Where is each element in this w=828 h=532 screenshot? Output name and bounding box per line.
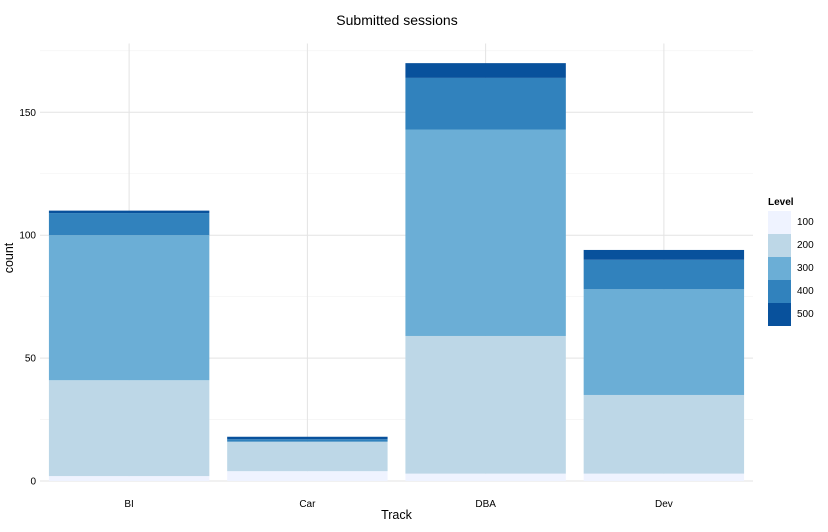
bar-segment-Car-100 <box>227 471 388 481</box>
legend-label: 200 <box>797 240 814 251</box>
legend-label: 400 <box>797 286 814 297</box>
y-tick-label: 100 <box>19 231 36 242</box>
bars <box>48 63 745 481</box>
bar-segment-Dev-500 <box>583 249 745 260</box>
y-tick-label: 0 <box>30 477 36 488</box>
bar-segment-Dev-400 <box>583 259 745 290</box>
bar-segment-DBA-200 <box>405 335 566 474</box>
legend-item-200: 200 <box>768 234 814 257</box>
legend-swatch <box>768 234 791 257</box>
legend-item-100: 100 <box>768 211 814 234</box>
x-tick-label: Car <box>299 499 316 510</box>
legend-label: 100 <box>797 217 814 228</box>
bar-segment-DBA-500 <box>405 63 566 78</box>
legend: Level 100 200 300 400 500 <box>768 197 814 326</box>
bar-segment-Dev-200 <box>583 394 745 474</box>
bar-segment-DBA-300 <box>405 129 566 336</box>
legend-item-400: 400 <box>768 280 814 303</box>
legend-swatch <box>768 303 791 326</box>
bar-segment-Car-400 <box>227 439 388 442</box>
x-tick-label: DBA <box>475 499 496 510</box>
bar-segment-Dev-100 <box>583 473 745 481</box>
x-axis-label: Track <box>381 508 412 522</box>
x-axis-ticks: BI Car DBA Dev <box>124 499 672 510</box>
bar-segment-BI-300 <box>48 235 210 381</box>
legend-item-300: 300 <box>768 257 814 280</box>
bar-segment-DBA-400 <box>405 77 566 130</box>
legend-swatch <box>768 280 791 303</box>
y-tick-label: 150 <box>19 108 36 119</box>
legend-label: 500 <box>797 309 814 320</box>
legend-items: 100 200 300 400 500 <box>768 211 814 326</box>
y-axis-ticks: 0 50 100 150 <box>19 108 36 488</box>
legend-swatch <box>768 211 791 234</box>
bar-segment-BI-200 <box>48 380 210 477</box>
bar-segment-BI-100 <box>48 476 210 481</box>
bar-segment-BI-400 <box>48 213 210 236</box>
bar-segment-DBA-100 <box>405 473 566 481</box>
legend-title: Level <box>768 197 794 208</box>
x-tick-label: BI <box>124 499 133 510</box>
bar-segment-Car-500 <box>227 436 388 440</box>
y-tick-label: 50 <box>25 354 37 365</box>
bar-segment-Car-200 <box>227 441 388 472</box>
legend-item-500: 500 <box>768 303 814 326</box>
bar-segment-Dev-300 <box>583 289 745 395</box>
legend-label: 300 <box>797 263 814 274</box>
legend-swatch <box>768 257 791 280</box>
bar-segment-BI-500 <box>48 210 210 214</box>
chart-title: Submitted sessions <box>336 12 458 28</box>
y-axis-label: count <box>2 242 16 274</box>
x-tick-label: Dev <box>655 499 673 510</box>
